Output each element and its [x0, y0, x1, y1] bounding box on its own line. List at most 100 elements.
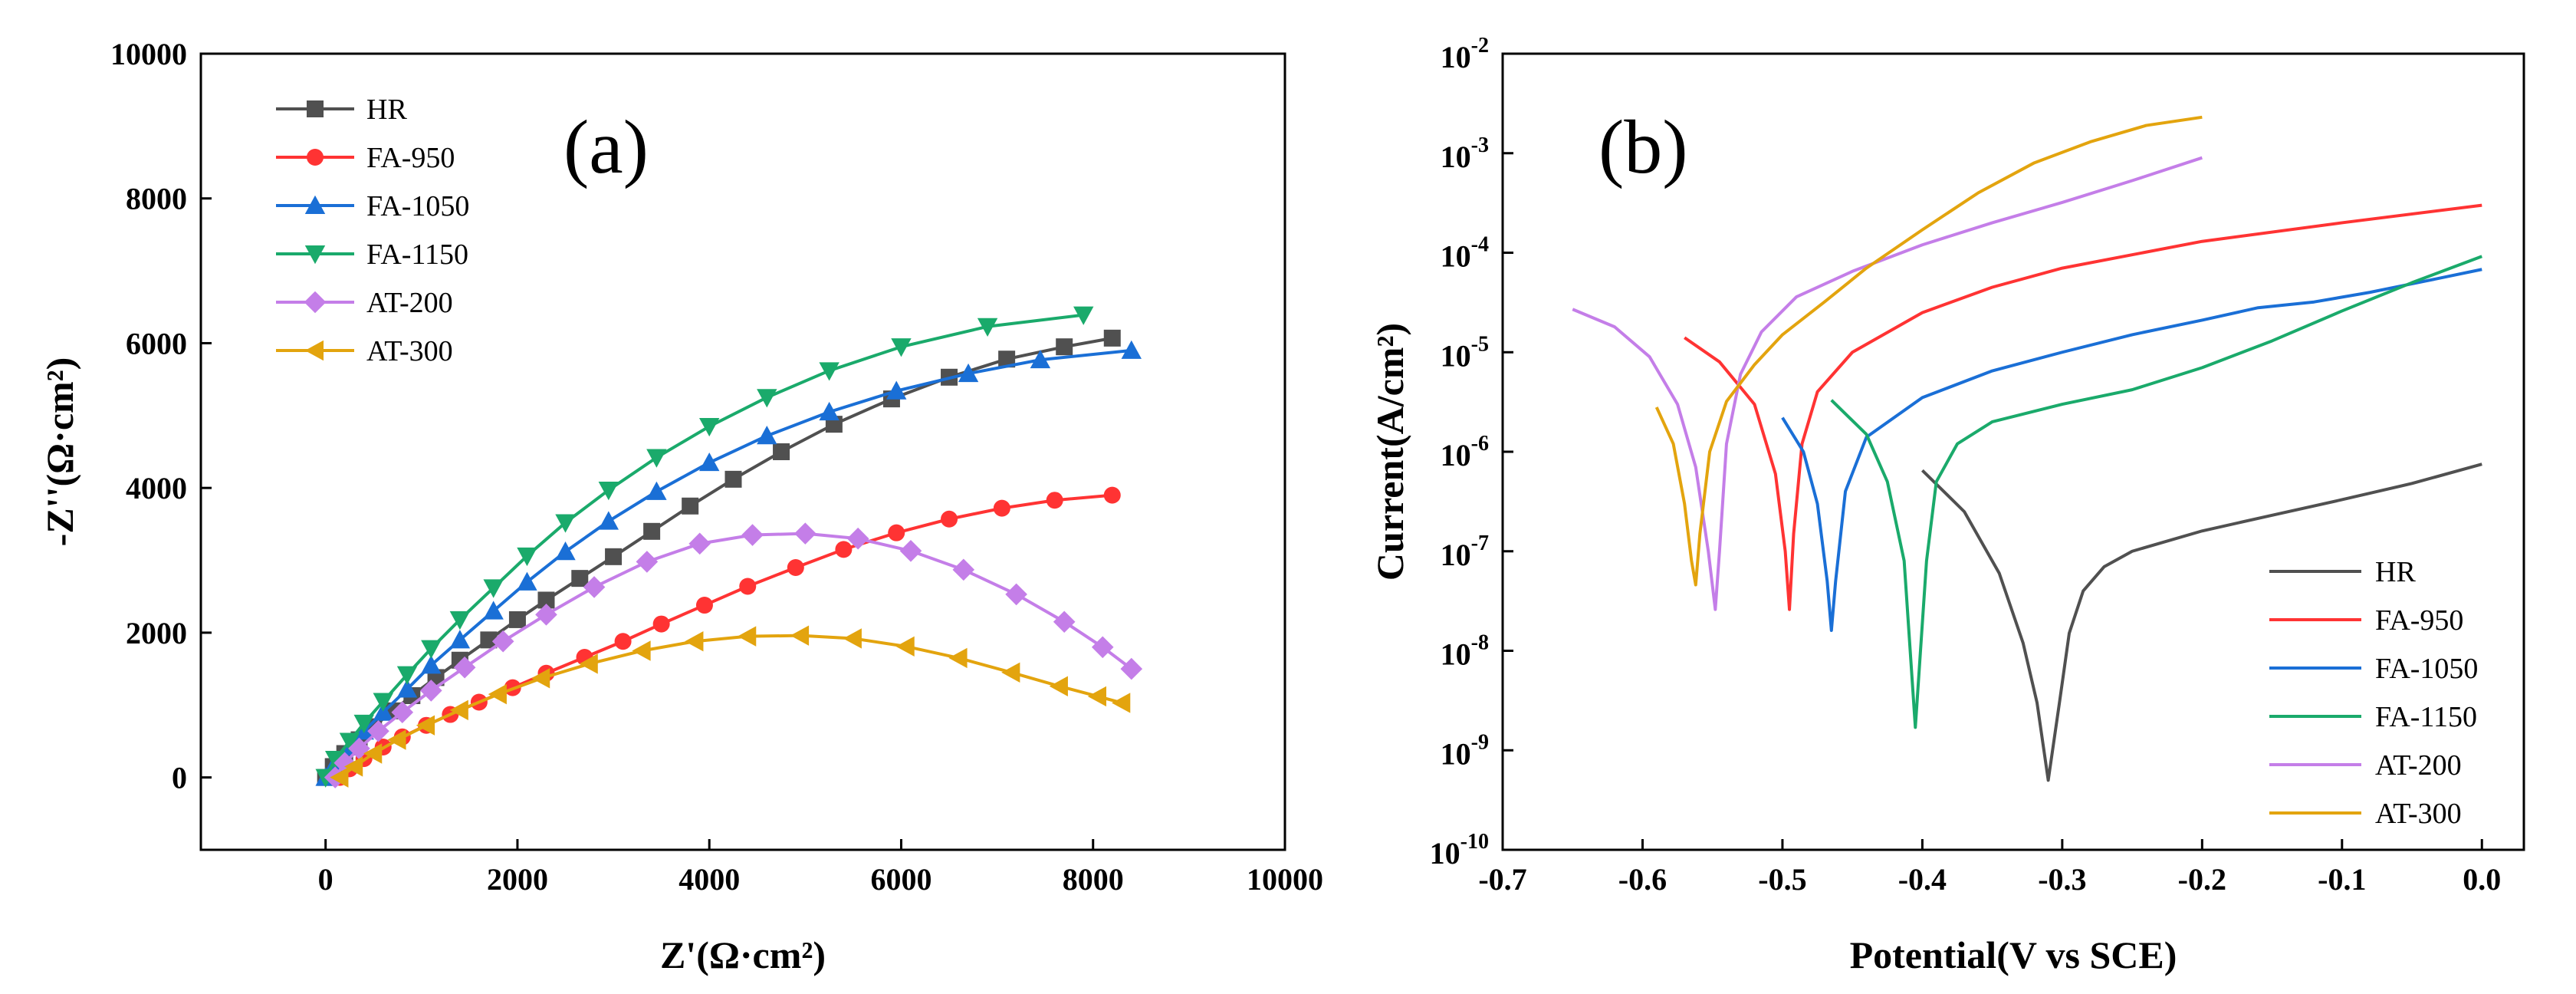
data-point-fa-950: [695, 597, 713, 614]
data-point-at-300: [344, 756, 363, 777]
data-point-fa-1050: [421, 655, 442, 674]
data-point-fa-1050: [699, 452, 720, 472]
series-fa-950: [331, 486, 1121, 786]
data-point-at-300: [1049, 676, 1068, 696]
data-point-at-300: [738, 626, 757, 647]
panel-b-y-tick-base: 10: [1441, 438, 1471, 472]
data-point-hr: [508, 611, 526, 628]
panel-b-axes: -0.7 -0.6 -0.5 -0.4 -0.3 -0.2 -0.1 0.010-1010-9…: [1430, 34, 2502, 897]
data-point-fa-950: [941, 510, 958, 528]
legend-label-fa-950: FA-950: [366, 142, 455, 174]
data-point-fa-950: [1103, 486, 1121, 504]
data-point-fa-1150: [373, 693, 393, 712]
data-point-at-200: [846, 527, 869, 550]
panel-b-x-tick-label: -0.3: [2038, 862, 2086, 897]
data-point-fa-1050: [646, 481, 667, 500]
panel-b-y-tick-label: 10-2: [1441, 34, 1489, 74]
data-point-at-200: [741, 524, 764, 546]
panel-a-x-axis-title: Z'(Ω·cm²): [660, 933, 826, 976]
series-hr: [317, 329, 1121, 786]
data-point-at-200: [391, 701, 414, 724]
data-point-at-200: [952, 558, 975, 581]
data-point-fa-1150: [517, 547, 537, 567]
data-point-at-200: [1120, 657, 1143, 680]
data-point-at-200: [636, 551, 659, 573]
legend-item-fa-950: FA-950: [2269, 604, 2463, 637]
data-point-fa-1050: [958, 363, 979, 383]
data-point-hr: [571, 570, 589, 588]
data-point-fa-1150: [421, 640, 442, 659]
data-point-fa-950: [787, 558, 804, 576]
panel-a-y-axis-title: -Z''(Ω·cm²): [38, 357, 81, 547]
series-fa-1150: [315, 306, 1094, 788]
panel-a-y-tick-label: 2000: [126, 616, 187, 650]
panel-b-y-tick-label: 10-9: [1441, 730, 1489, 771]
data-point-at-300: [1001, 662, 1020, 683]
legend-marker-at-300: [304, 340, 324, 361]
series-line-at-300: [1654, 115, 2203, 587]
data-point-fa-950: [1046, 492, 1063, 509]
panel-b-y-tick-exponent: -9: [1471, 730, 1489, 754]
data-point-fa-1050: [819, 401, 840, 421]
data-point-fa-1150: [646, 449, 667, 468]
panel-a-y-tick-label: 10000: [110, 37, 187, 71]
data-point-at-300: [685, 631, 704, 652]
data-point-fa-1050: [1030, 349, 1051, 369]
legend-item-hr: HR: [2269, 556, 2416, 588]
legend-label-fa-1150: FA-1150: [2375, 701, 2477, 733]
series-line-fa-1150: [1830, 255, 2482, 729]
legend-label-fa-1050: FA-1050: [366, 190, 469, 222]
data-point-at-300: [330, 767, 349, 788]
legend-label-fa-1150: FA-1150: [366, 239, 468, 271]
panel-b-y-tick-base: 10: [1441, 538, 1471, 572]
legend-item-at-200: AT-200: [276, 287, 453, 319]
series-at-200: [324, 522, 1143, 788]
data-point-fa-1150: [353, 714, 374, 734]
data-point-at-200: [794, 522, 816, 545]
data-point-hr: [643, 522, 661, 540]
legend-marker-fa-1050: [304, 195, 326, 214]
legend-label-at-200: AT-200: [366, 287, 453, 319]
data-point-hr: [1056, 338, 1073, 356]
data-point-at-300: [449, 699, 468, 721]
legend-marker-fa-950: [307, 149, 324, 166]
data-point-at-200: [367, 719, 389, 742]
panel-a-x-tick-label: 10000: [1247, 862, 1323, 897]
panel-b-x-tick-label: -0.7: [1478, 862, 1526, 897]
data-point-fa-1150: [449, 611, 471, 630]
legend-item-at-300: AT-300: [276, 335, 453, 367]
data-point-at-200: [491, 630, 514, 653]
data-point-at-300: [387, 729, 406, 750]
data-point-hr: [1103, 329, 1121, 347]
panel-b-y-tick-base: 10: [1441, 736, 1471, 771]
data-point-at-300: [531, 668, 550, 689]
panel-a-eis-nyquist-chart: 0 2000 4000 6000 8000 10000 0 2000 4000 6000 8000 1…: [38, 37, 1323, 976]
data-point-at-300: [948, 647, 968, 669]
data-point-fa-950: [614, 633, 632, 650]
data-point-fa-1050: [598, 511, 619, 530]
panel-b-y-tick-exponent: -4: [1471, 233, 1489, 257]
panel-b-x-tick-label: 0.0: [2463, 862, 2501, 897]
data-point-fa-950: [652, 615, 670, 633]
legend-item-at-300: AT-300: [2269, 798, 2462, 830]
panel-a-series-group: [315, 306, 1143, 788]
panel-b-y-tick-exponent: -8: [1471, 631, 1489, 655]
data-point-at-300: [488, 683, 507, 705]
panel-b-x-axis-title: Potential(V vs SCE): [1850, 933, 2177, 976]
panel-b-x-tick-label: -0.5: [1758, 862, 1806, 897]
panel-b-y-tick-label: 10-3: [1441, 133, 1489, 174]
data-point-fa-950: [835, 541, 853, 558]
data-point-at-300: [632, 640, 651, 661]
data-point-fa-1150: [757, 389, 777, 408]
data-point-fa-1150: [891, 338, 912, 357]
data-point-hr: [773, 443, 790, 460]
data-point-fa-1150: [483, 579, 504, 598]
panel-a-y-tick-label: 8000: [126, 182, 187, 216]
panel-a-x-tick-label: 6000: [870, 862, 932, 897]
data-point-at-300: [790, 625, 810, 646]
panel-b-legend: HR FA-950 FA-1050 FA-1150 AT-200 AT-300: [2269, 556, 2478, 830]
data-point-fa-1150: [819, 362, 840, 381]
legend-label-at-300: AT-300: [2375, 798, 2462, 830]
series-line-hr: [1921, 462, 2482, 782]
data-point-hr: [682, 497, 699, 515]
